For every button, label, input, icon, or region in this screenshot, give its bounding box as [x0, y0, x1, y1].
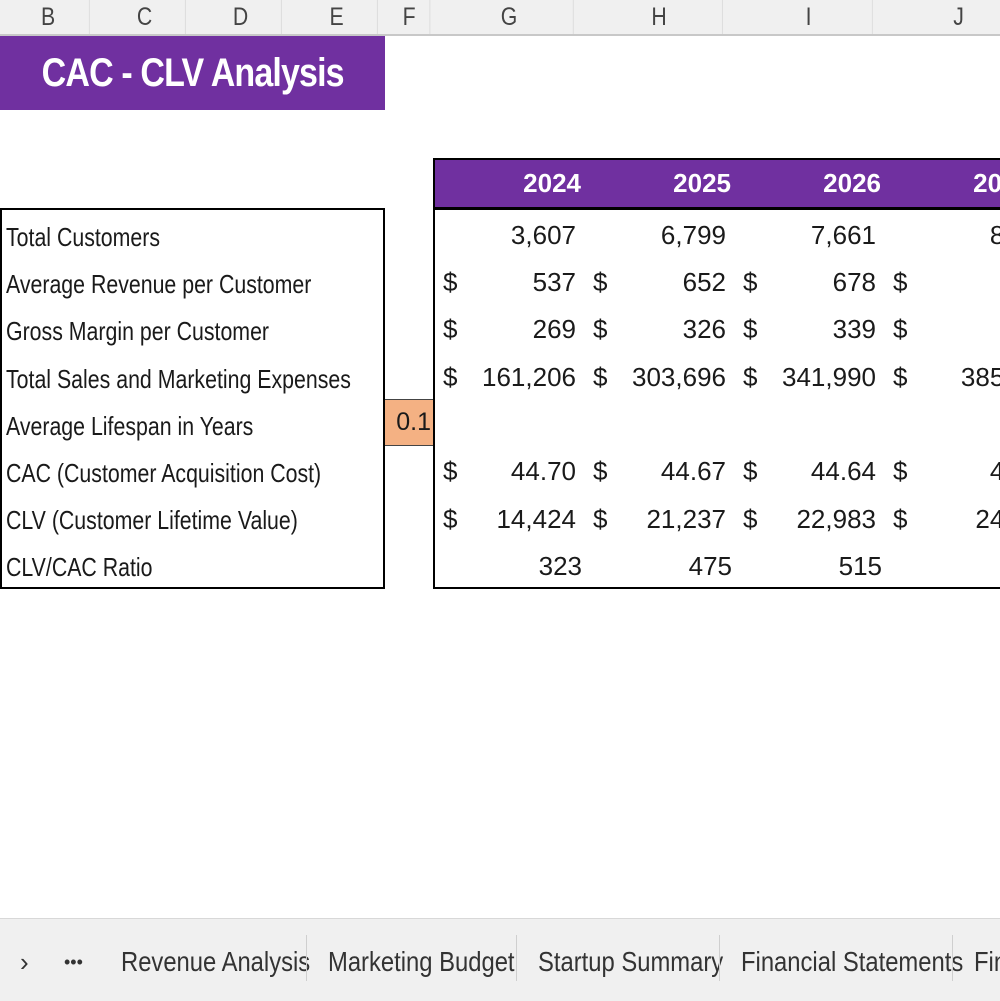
currency-symbol: $ — [443, 362, 458, 392]
tab-divider — [306, 935, 307, 981]
currency-symbol: $ — [743, 314, 758, 344]
label-gross-margin[interactable]: Gross Margin per Customer — [6, 316, 270, 346]
next-sheet-button[interactable]: › — [20, 947, 29, 977]
column-header-j[interactable]: J — [895, 0, 1000, 34]
column-header-h[interactable]: H — [596, 0, 723, 34]
currency-symbol: $ — [893, 267, 908, 297]
cell-clv-2025[interactable]: 21,237 — [646, 504, 726, 534]
more-sheets-button[interactable]: ••• — [64, 952, 83, 972]
cell-cac-2024[interactable]: 44.70 — [510, 456, 576, 486]
cell-sm-2025[interactable]: 303,696 — [632, 362, 726, 392]
cell-customers-2026[interactable]: 7,661 — [810, 220, 876, 250]
cell-ratio-2025[interactable]: 475 — [688, 551, 732, 581]
tab-financial-statements[interactable]: Financial Statements — [741, 946, 964, 977]
cell-revenue-2026[interactable]: 678 — [832, 267, 876, 297]
currency-symbol: $ — [443, 314, 458, 344]
cell-ratio-2026[interactable]: 515 — [838, 551, 882, 581]
cell-clv-2026[interactable]: 22,983 — [796, 504, 876, 534]
tab-revenue-analysis[interactable]: Revenue Analysis — [121, 946, 311, 977]
column-header-bar: B C D E F G H I J — [0, 0, 1000, 36]
cell-clv-2024[interactable]: 14,424 — [496, 504, 576, 534]
currency-symbol: $ — [743, 267, 758, 297]
cell-revenue-2024[interactable]: 537 — [532, 267, 576, 297]
label-lifespan[interactable]: Average Lifespan in Years — [6, 411, 254, 441]
column-header-e[interactable]: E — [296, 0, 378, 34]
cell-margin-2025[interactable]: 326 — [682, 314, 726, 344]
cell-customers-2024[interactable]: 3,607 — [510, 220, 576, 250]
currency-symbol: $ — [443, 267, 458, 297]
cell-sm-2026[interactable]: 341,990 — [782, 362, 876, 392]
column-header-f[interactable]: F — [389, 0, 431, 34]
year-header-row: 2024 2025 2026 2027 — [435, 160, 1000, 210]
currency-symbol: $ — [593, 267, 608, 297]
year-2024[interactable]: 2024 — [523, 168, 581, 198]
column-header-b[interactable]: B — [7, 0, 90, 34]
column-header-c[interactable]: C — [104, 0, 186, 34]
cell-cac-2027[interactable]: 44. — [886, 448, 1000, 495]
page-title: CAC - CLV Analysis — [41, 51, 344, 95]
cell-ratio-2024[interactable]: 323 — [538, 551, 582, 581]
label-sales-marketing[interactable]: Total Sales and Marketing Expenses — [6, 364, 351, 394]
cell-margin-2027[interactable]: 3 — [886, 306, 1000, 353]
label-clv[interactable]: CLV (Customer Lifetime Value) — [6, 505, 298, 535]
title-banner[interactable]: CAC - CLV Analysis — [0, 36, 385, 110]
cell-ratio-2027[interactable]: 5 — [886, 543, 1000, 587]
label-ratio[interactable]: CLV/CAC Ratio — [6, 552, 153, 582]
tab-fin-truncated[interactable]: Fin — [974, 946, 1000, 977]
cell-cac-2026[interactable]: 44.64 — [810, 456, 876, 486]
cell-revenue-2027[interactable]: 7 — [886, 259, 1000, 306]
currency-symbol: $ — [743, 362, 758, 392]
column-header-g[interactable]: G — [445, 0, 574, 34]
lifespan-input-cell[interactable]: 0.1 — [385, 399, 433, 446]
currency-symbol: $ — [743, 504, 758, 534]
currency-symbol: $ — [893, 314, 908, 344]
data-table: 2024 2025 2026 2027 3,607 6,799 7,661 8,… — [433, 158, 1000, 589]
cell-cac-2025[interactable]: 44.67 — [660, 456, 726, 486]
cell-margin-2026[interactable]: 339 — [832, 314, 876, 344]
currency-symbol: $ — [593, 504, 608, 534]
year-2027[interactable]: 2027 — [973, 168, 1000, 198]
currency-symbol: $ — [593, 314, 608, 344]
cell-revenue-2025[interactable]: 652 — [682, 267, 726, 297]
tab-divider — [516, 935, 517, 981]
currency-symbol: $ — [893, 456, 908, 486]
currency-symbol: $ — [893, 504, 908, 534]
sheet-tab-bar: › ••• Revenue Analysis Marketing Budget … — [0, 918, 1000, 1001]
row-labels-box: Total Customers Average Revenue per Cust… — [0, 208, 385, 589]
tab-divider — [952, 935, 953, 981]
label-total-customers[interactable]: Total Customers — [6, 222, 161, 252]
year-2025[interactable]: 2025 — [673, 168, 731, 198]
cell-customers-2025[interactable]: 6,799 — [660, 220, 726, 250]
cell-clv-2027[interactable]: 24,8 — [975, 504, 1000, 534]
column-header-i[interactable]: I — [745, 0, 873, 34]
cell-customers-2027[interactable]: 8,6 — [886, 212, 1000, 259]
currency-symbol: $ — [443, 504, 458, 534]
cell-sm-2024[interactable]: 161,206 — [482, 362, 576, 392]
cell-margin-2024[interactable]: 269 — [532, 314, 576, 344]
currency-symbol: $ — [893, 362, 908, 392]
currency-symbol: $ — [743, 456, 758, 486]
cell-sm-2027[interactable]: 385,1 — [960, 362, 1000, 392]
label-cac[interactable]: CAC (Customer Acquisition Cost) — [6, 458, 322, 488]
currency-symbol: $ — [593, 456, 608, 486]
column-header-d[interactable]: D — [200, 0, 282, 34]
currency-symbol: $ — [443, 456, 458, 486]
year-2026[interactable]: 2026 — [823, 168, 881, 198]
tab-startup-summary[interactable]: Startup Summary — [538, 946, 724, 977]
tab-divider — [719, 935, 720, 981]
label-avg-revenue[interactable]: Average Revenue per Customer — [6, 269, 312, 299]
tab-marketing-budget[interactable]: Marketing Budget — [328, 946, 515, 977]
currency-symbol: $ — [593, 362, 608, 392]
